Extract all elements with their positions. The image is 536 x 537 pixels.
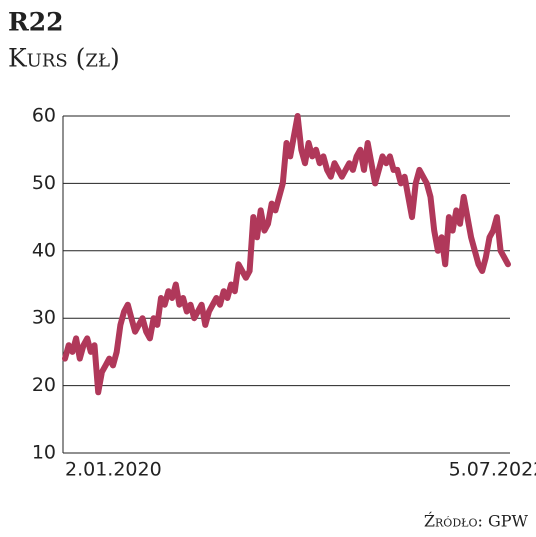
y-tick-label: 10 [32,442,56,464]
y-tick-label: 20 [32,374,56,396]
y-tick-label: 30 [32,307,56,329]
x-tick-label: 5.07.2022 [449,459,536,481]
y-tick-label: 60 [32,105,56,127]
y-tick-label: 40 [32,239,56,261]
y-tick-label: 50 [32,172,56,194]
price-line [62,113,511,396]
chart-title: R22 [8,8,64,37]
x-tick-label: 2.01.2020 [65,459,162,481]
source: Źródło: GPW [424,511,529,531]
chart-subtitle: Kurs (zł) [8,44,120,73]
